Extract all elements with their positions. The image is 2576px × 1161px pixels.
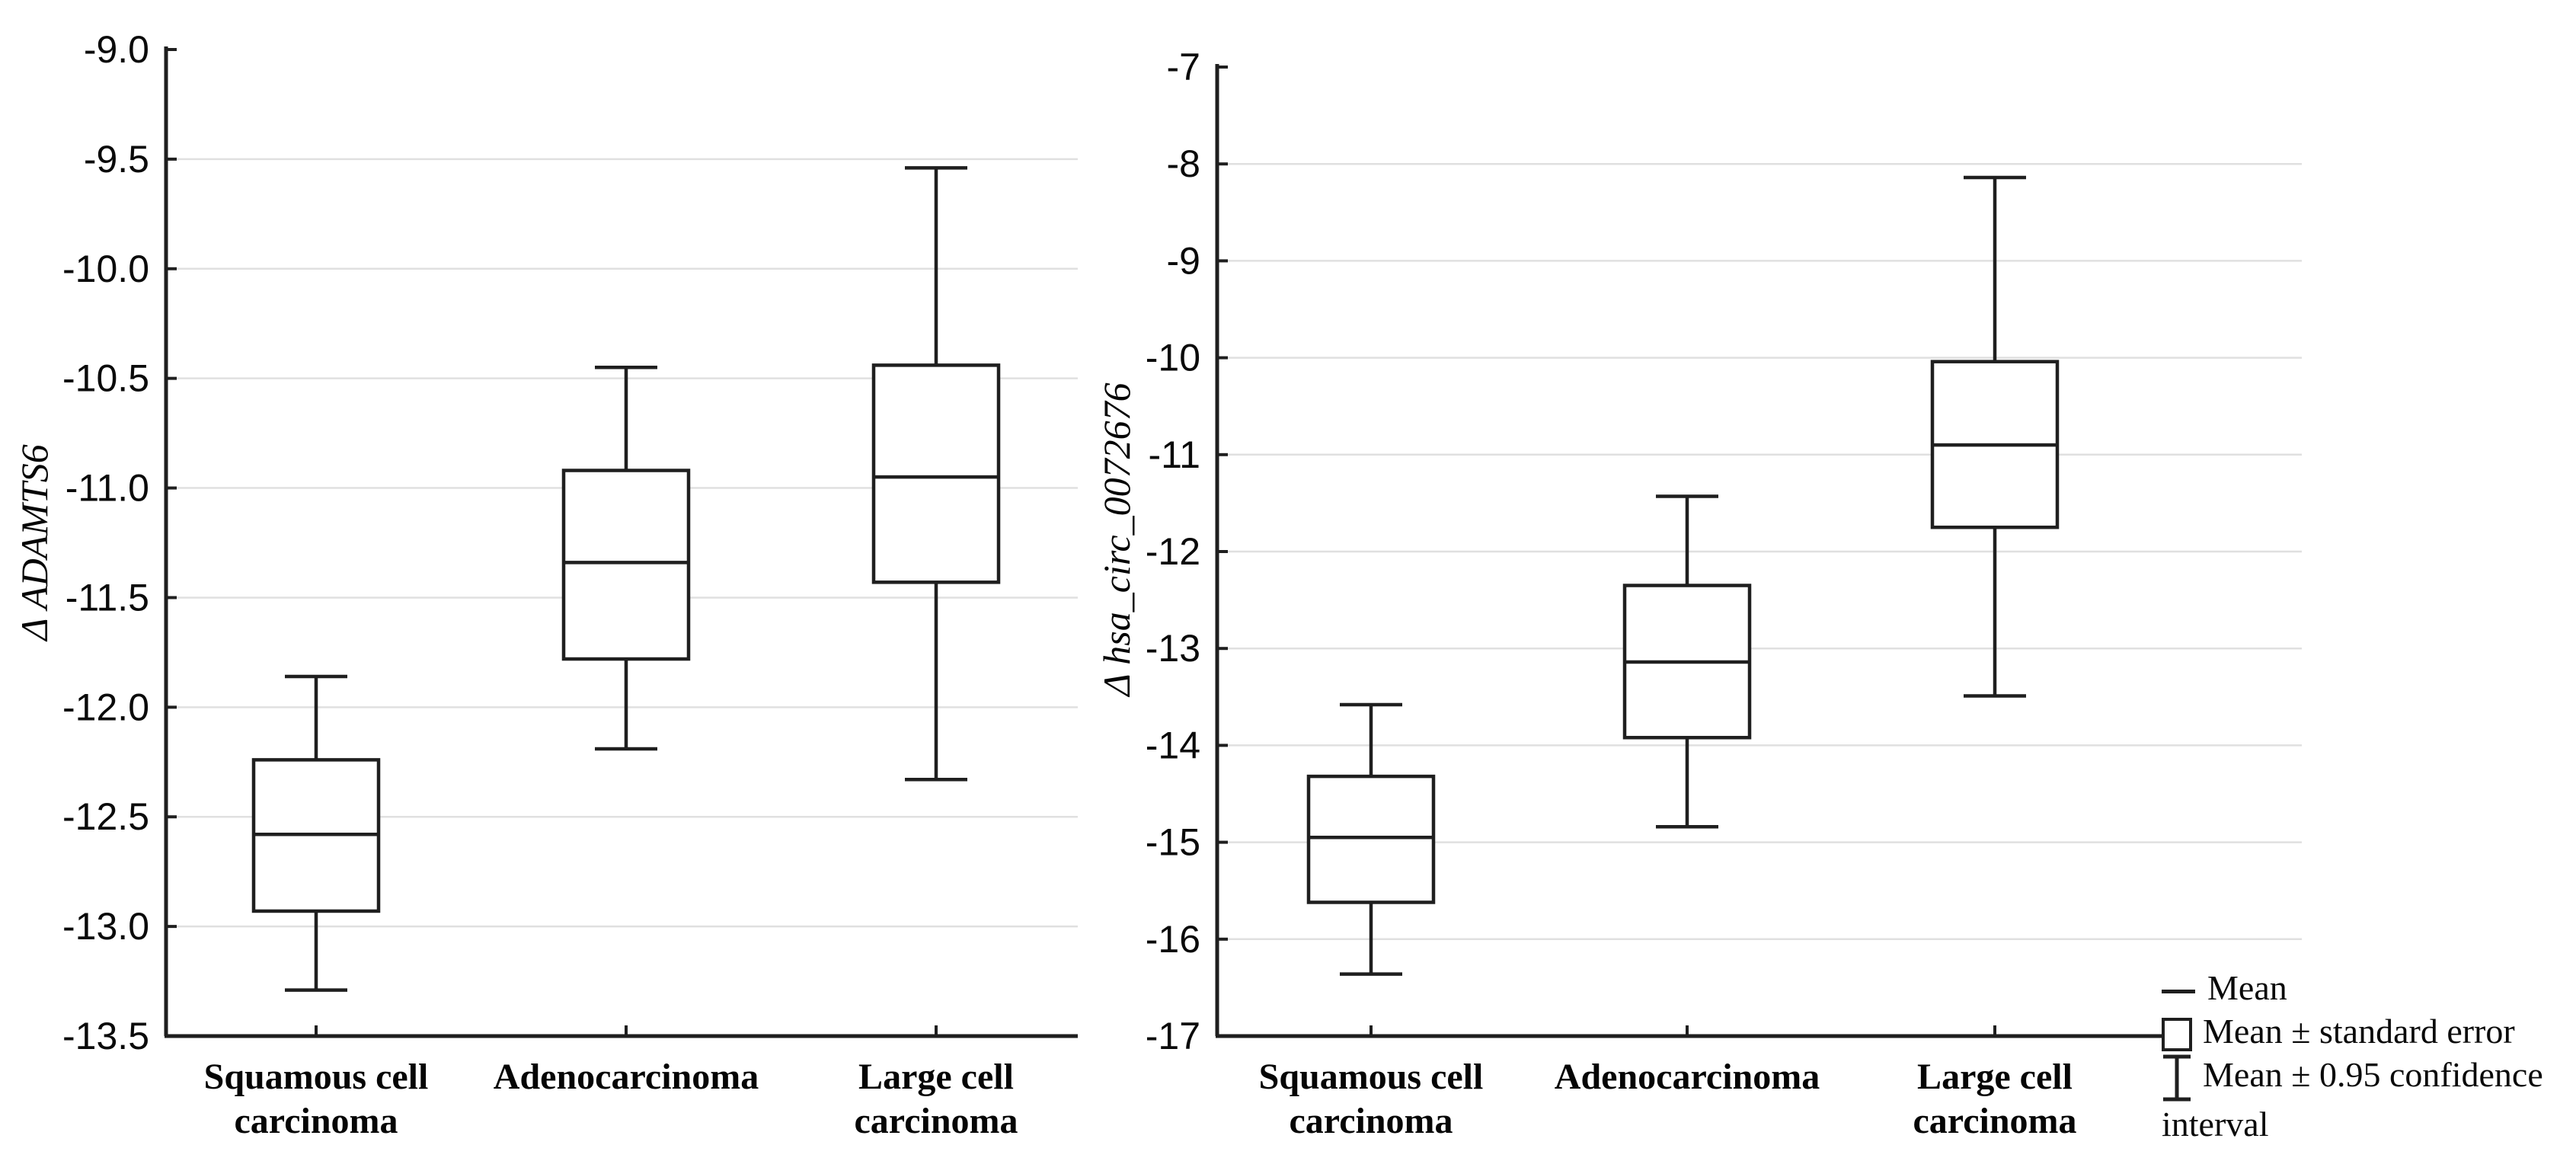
y-tick-label: -14: [1146, 724, 1200, 766]
y-tick-label: -10.5: [62, 357, 149, 400]
box-large-cell-carcinoma: [871, 166, 1001, 1035]
legend-label-mean: Mean: [2207, 968, 2287, 1007]
y-tick-label: -9.5: [84, 138, 149, 181]
y-tick-label: -10.0: [62, 248, 149, 290]
y-tick-label: -13: [1146, 627, 1200, 670]
category-label: Adenocarcinoma: [494, 1057, 759, 1097]
category-label: Large cell carcinoma: [1913, 1057, 2076, 1141]
category-label: Large cell carcinoma: [854, 1057, 1018, 1141]
box-adenocarcinoma: [561, 366, 691, 1035]
legend-item-standard-error: Mean ± standard error: [2162, 1009, 2576, 1053]
y-axis-title: Δ hsa_circ_0072676: [1095, 382, 1138, 697]
y-tick-label: -13.0: [62, 905, 149, 948]
y-tick-label: -12.0: [62, 686, 149, 728]
legend-item-mean: Mean: [2162, 966, 2576, 1009]
chart-legend: Mean Mean ± standard error Mean ± 0.95 c…: [2162, 966, 2576, 1161]
y-tick-label: -15: [1146, 821, 1200, 864]
category-label: Squamous cell carcinoma: [1259, 1057, 1484, 1141]
y-tick-label: -16: [1146, 918, 1200, 961]
y-tick-label: -10: [1146, 337, 1200, 379]
box-adenocarcinoma: [1622, 494, 1752, 1035]
y-tick-label: -9.0: [84, 28, 149, 71]
y-tick-label: -9: [1167, 239, 1200, 282]
box-large-cell-carcinoma: [1930, 175, 2060, 1035]
se-box: [1306, 774, 1436, 904]
legend-item-confidence-interval: Mean ± 0.95 confidence interval: [2162, 1053, 2576, 1146]
y-tick-label: -11.0: [66, 467, 149, 510]
legend-label-standard-error: Mean ± standard error: [2203, 1012, 2515, 1051]
se-box: [871, 363, 1001, 584]
se-box: [561, 469, 691, 661]
y-axis-title: Δ ADAMTS6: [13, 444, 56, 642]
box-squamous-cell-carcinoma: [251, 674, 381, 1035]
y-tick-label: -13.5: [62, 1015, 149, 1057]
y-tick-label: -12.5: [62, 795, 149, 838]
legend-label-confidence-interval: Mean ± 0.95 confidence interval: [2162, 1055, 2543, 1144]
category-label: Adenocarcinoma: [1555, 1057, 1820, 1097]
chart-adamts6: -9.0 -9.5 -10.0 -10.5 -11.0 -11.5 -12.0 -12.5 -1…: [13, 28, 1078, 1141]
y-tick-label: -11.5: [66, 576, 149, 619]
box-squamous-cell-carcinoma: [1306, 702, 1436, 1035]
se-box-icon: [2162, 1018, 2192, 1052]
y-tick-label: -11: [1148, 433, 1200, 476]
mean-line-icon: [2162, 989, 2195, 993]
ci-whisker-icon: [2163, 1054, 2191, 1102]
y-tick-label: -8: [1167, 142, 1200, 185]
y-tick-label: -7: [1167, 46, 1200, 88]
y-tick-label: -12: [1146, 530, 1200, 573]
category-label: Squamous cell carcinoma: [204, 1057, 429, 1141]
y-tick-label: -17: [1146, 1015, 1200, 1057]
chart-hsa-circ-0072676: -7 -8 -9 -10 -11 -12 -13 -14 -15 -16 -17 Δ hsa_circ…: [1095, 46, 2302, 1141]
